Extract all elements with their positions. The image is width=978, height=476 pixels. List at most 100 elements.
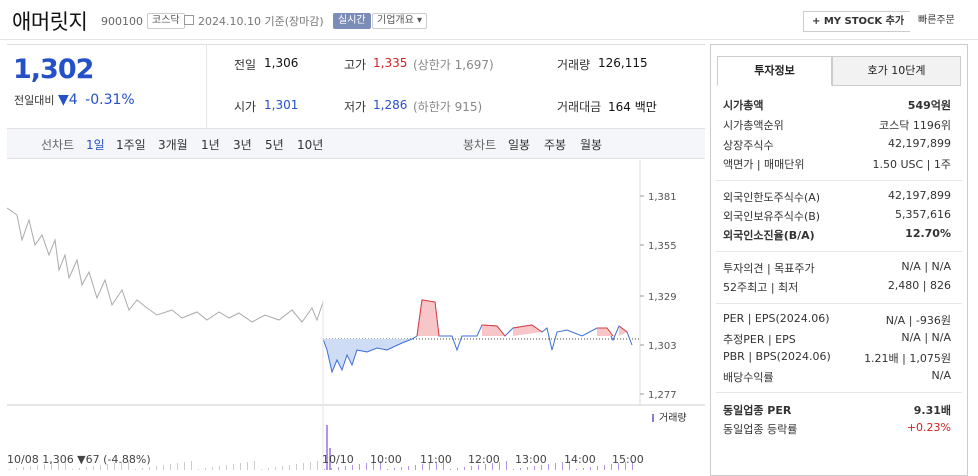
volume-bar: [142, 468, 143, 470]
volume-bar: [254, 461, 255, 470]
volume-bar: [562, 462, 563, 470]
info-row: 투자의견 | 목표주가 N/A | N/A: [723, 260, 951, 276]
volume-bar: [485, 464, 486, 470]
volume-bar: [177, 463, 178, 470]
volume-bar: [583, 468, 584, 470]
quote-value-amount: 164 백만: [608, 100, 657, 114]
info-value: 2,480 | 826: [887, 279, 951, 292]
volume-bar: [499, 462, 500, 470]
info-value: 42,197,899: [888, 137, 951, 150]
volume-bar: [163, 465, 164, 470]
volume-bar: [44, 464, 45, 470]
quote-value-open: 1,301: [264, 98, 299, 112]
volume-bar: [149, 467, 150, 470]
info-label: PER | EPS(2024.06): [723, 312, 830, 325]
intraday-chart: 1,381 1,355 1,329 1,303 1,277 거래량: [7, 160, 705, 470]
volume-bar: [611, 464, 612, 470]
volume-bar: [478, 465, 479, 470]
volume-bar: [16, 468, 17, 470]
info-value: 549억원: [907, 99, 951, 112]
quote-value-low: 1,286: [373, 98, 408, 112]
info-divider: [716, 392, 962, 393]
volume-bar: [86, 467, 87, 470]
info-value: N/A | -936원: [885, 314, 951, 327]
quote-upper-limit: (상한가 1,697): [413, 58, 494, 72]
base-date: 2024.10.10 기준(장마감): [198, 15, 324, 28]
period-3m[interactable]: 3개월: [158, 138, 188, 152]
volume-bar: [268, 468, 269, 470]
quote-label-high: 고가: [344, 58, 367, 72]
x-tick-2: 10:00: [370, 453, 402, 466]
change-percent: -0.31%: [85, 92, 135, 108]
volume-bar: [65, 461, 66, 470]
tab-investment-info[interactable]: 투자정보: [717, 56, 832, 86]
quote-label-open: 시가: [234, 100, 257, 114]
info-value: +0.23%: [906, 421, 951, 434]
y-tick-label: 1,303: [648, 341, 677, 352]
y-tick-label: 1,329: [648, 292, 677, 303]
info-label: 동일업종 등락률: [723, 423, 798, 436]
quote-label-amount: 거래대금: [557, 100, 602, 114]
y-tick-label: 1,381: [648, 192, 677, 203]
info-row: 시가총액순위 코스닥 1196위: [723, 117, 951, 133]
quick-order-button[interactable]: 빠른주문: [910, 11, 963, 32]
quote-value-prev: 1,306: [264, 56, 299, 70]
volume-bar: [345, 466, 346, 470]
candle-monthly[interactable]: 월봉: [580, 138, 603, 152]
volume-bar: [359, 464, 360, 470]
info-row: 추정PER | EPS N/A | N/A: [723, 331, 951, 347]
volume-bar: [170, 464, 171, 470]
info-row: 외국인한도주식수(A) 42,197,899: [723, 189, 951, 205]
period-5y[interactable]: 5년: [265, 138, 284, 152]
info-label: 동일업종 PER: [723, 404, 792, 417]
period-1d[interactable]: 1일: [86, 138, 105, 152]
volume-bar: [555, 463, 556, 470]
change-amount: ▼4: [57, 92, 78, 108]
volume-bar: [100, 465, 101, 470]
add-mystock-button[interactable]: + MY STOCK 추가: [803, 11, 914, 32]
volume-bar: [79, 468, 80, 470]
volume-bar: [436, 462, 437, 470]
volume-bar: [604, 465, 605, 470]
volume-bar: [30, 466, 31, 470]
x-tick-4: 12:00: [468, 453, 500, 466]
volume-bar: [121, 462, 122, 470]
line-chart-label: 선차트: [41, 138, 75, 152]
info-label: PBR | BPS(2024.06): [723, 350, 831, 363]
volume-bar: [534, 466, 535, 470]
y-tick-label: 1,277: [648, 390, 677, 401]
volume-bar: [457, 468, 458, 470]
volume-bar: [408, 466, 409, 470]
volume-bar: [9, 469, 10, 470]
period-10y[interactable]: 10년: [297, 138, 324, 152]
quote-label-prev: 전일: [234, 58, 257, 72]
current-price: 1,302: [13, 54, 94, 85]
prev-day-note: 10/08 1,306 ▼67 (-4.88%): [7, 453, 151, 466]
info-value: N/A | N/A: [901, 331, 951, 344]
volume-bar: [366, 463, 367, 470]
info-row: PBR | BPS(2024.06) 1.21배 | 1,075원: [723, 350, 951, 365]
candle-weekly[interactable]: 주봉: [544, 138, 567, 152]
x-tick-1: 10/10: [322, 453, 354, 466]
candle-chart-label: 봉차트: [463, 138, 497, 152]
volume-bar: [492, 463, 493, 470]
candle-daily[interactable]: 일봉: [508, 138, 531, 152]
volume-bar: [387, 469, 388, 470]
info-label: 외국인한도주식수(A): [723, 191, 821, 204]
current-price-box: 1,302 전일대비 ▼4 -0.31%: [7, 44, 207, 128]
info-label: 배당수익률: [723, 371, 774, 384]
realtime-badge[interactable]: 실시간: [333, 13, 371, 29]
info-divider: [716, 303, 962, 304]
period-1w[interactable]: 1주일: [116, 138, 146, 152]
company-overview-button[interactable]: 기업개요 ▾: [372, 13, 428, 29]
tab-order-book[interactable]: 호가 10단계: [832, 56, 961, 86]
info-row: 시가총액 549억원: [723, 97, 951, 113]
volume-label: 거래량: [659, 412, 687, 424]
period-3y[interactable]: 3년: [233, 138, 252, 152]
period-1y[interactable]: 1년: [201, 138, 220, 152]
volume-bar: [107, 464, 108, 470]
volume-bar: [51, 463, 52, 470]
info-row: PER | EPS(2024.06) N/A | -936원: [723, 312, 951, 327]
volume-bar: [317, 461, 318, 470]
volume-bar: [520, 468, 521, 470]
